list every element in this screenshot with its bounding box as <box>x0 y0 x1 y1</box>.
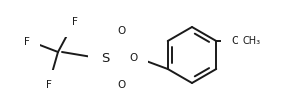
Text: CH₃: CH₃ <box>243 36 261 46</box>
Text: O: O <box>231 36 239 46</box>
Text: F: F <box>46 80 52 90</box>
Text: S: S <box>101 52 109 65</box>
Text: F: F <box>72 17 78 27</box>
Text: O: O <box>129 53 137 63</box>
Text: O: O <box>117 26 125 36</box>
Text: F: F <box>24 37 30 47</box>
Text: O: O <box>117 80 125 90</box>
